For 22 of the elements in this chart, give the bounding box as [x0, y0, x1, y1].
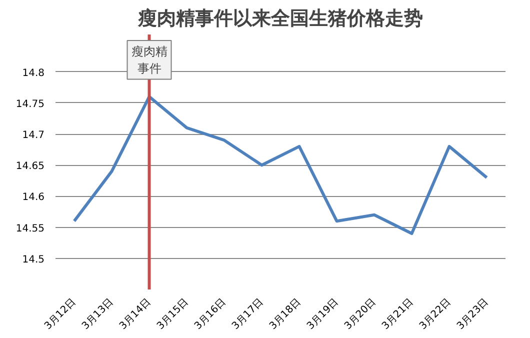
line-series — [72, 95, 488, 236]
x-tick-label: 3月20日 — [342, 296, 378, 332]
x-tick-label: 3月21日 — [380, 296, 416, 332]
y-tick-label: 14.7 — [22, 130, 44, 142]
ref-line-label: 瘦肉精事件 — [131, 44, 168, 76]
x-tick-label: 3月17日 — [230, 296, 266, 332]
x-tick-label: 3月18日 — [268, 296, 304, 332]
x-tick-label: 3月15日 — [155, 296, 191, 332]
chart-title: 瘦肉精事件以来全国生猪价格走势 — [137, 8, 423, 30]
y-tick-label: 14.6 — [22, 192, 44, 204]
y-tick-label: 14.75 — [16, 98, 45, 110]
y-tick-label: 14.65 — [16, 161, 45, 172]
y-tick-label: 14.5 — [22, 254, 44, 266]
x-tick-label: 3月16日 — [192, 296, 228, 332]
x-tick-label: 3月19日 — [305, 296, 341, 332]
x-tick-label: 3月13日 — [80, 296, 116, 332]
y-tick-label: 14.8 — [22, 68, 44, 79]
y-tick-label: 14.55 — [16, 223, 45, 234]
x-tick-label: 3月14日 — [118, 296, 154, 332]
x-tick-label: 3月23日 — [455, 296, 491, 332]
x-tick-label: 3月12日 — [42, 296, 78, 332]
x-tick-label: 3月22日 — [418, 296, 454, 332]
